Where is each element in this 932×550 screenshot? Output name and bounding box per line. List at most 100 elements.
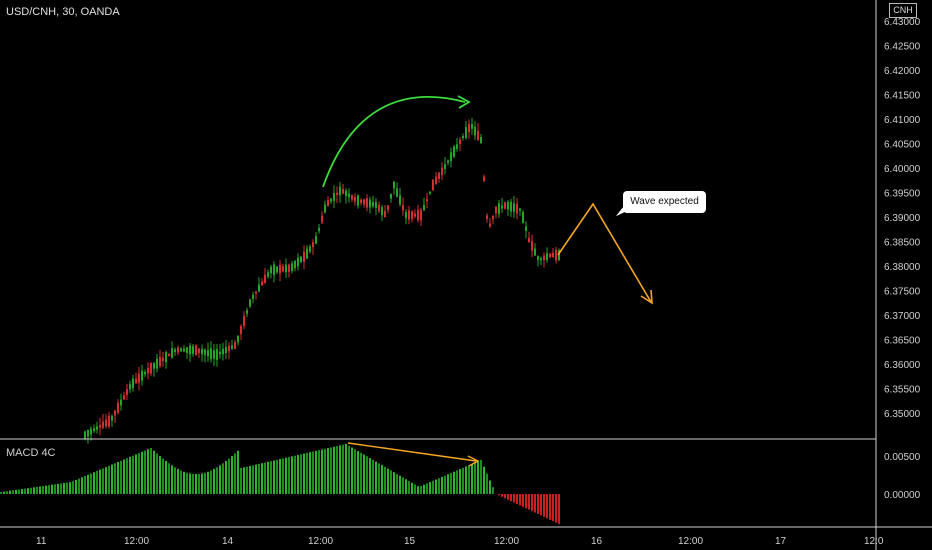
price-axis[interactable]: 6.43000 6.42500 6.42000 6.41500 6.41000 6.405…: [884, 17, 921, 420]
macd-bar: [342, 444, 344, 494]
macd-bar: [555, 494, 557, 523]
macd-divergence-line[interactable]: [347, 442, 477, 462]
candle-body: [483, 176, 485, 181]
time-tick-label: 16: [591, 536, 603, 547]
macd-bar: [15, 489, 17, 494]
macd-bar: [240, 468, 242, 494]
macd-bar: [135, 454, 137, 494]
macd-bar: [261, 463, 263, 494]
macd-bar: [39, 486, 41, 494]
candle-body: [279, 264, 281, 274]
macd-bar: [462, 467, 464, 494]
candle-body: [375, 202, 377, 208]
time-tick-label: 12:00: [494, 536, 519, 547]
macd-bar: [333, 446, 335, 494]
macd-bar: [231, 456, 233, 494]
candle-body: [318, 227, 320, 232]
green-arrowhead-icon: [457, 95, 471, 109]
time-tick-label: 11: [36, 536, 47, 547]
macd-bar: [459, 469, 461, 494]
macd-bar: [414, 484, 416, 494]
macd-bar: [168, 463, 170, 494]
candle-body: [243, 315, 245, 327]
candle-body: [462, 135, 464, 139]
macd-bar: [198, 473, 200, 494]
wave-projection-line[interactable]: [557, 202, 652, 303]
macd-bar: [306, 452, 308, 494]
macd-bar: [117, 462, 119, 494]
price-tick-label: 6.39000: [884, 213, 921, 224]
candle-body: [525, 226, 527, 232]
candle-body: [414, 213, 416, 217]
macd-bar: [483, 466, 485, 494]
candle-body: [126, 389, 128, 395]
candle-body: [150, 362, 152, 374]
macd-bar: [336, 446, 338, 494]
macd-bar: [387, 468, 389, 494]
candle-body: [489, 223, 491, 227]
candle-body: [363, 199, 365, 205]
candle-body: [291, 263, 293, 271]
macd-bar: [78, 478, 80, 494]
wave-callout[interactable]: Wave expected: [623, 191, 706, 213]
candle-body: [99, 425, 101, 428]
candle-body: [384, 210, 386, 218]
macd-bar: [219, 465, 221, 494]
macd-bar: [138, 453, 140, 494]
macd-bar: [390, 470, 392, 494]
candle-body: [465, 127, 467, 138]
macd-bar: [36, 486, 38, 494]
macd-bar: [357, 451, 359, 494]
macd-bar: [360, 452, 362, 494]
candle-body: [507, 201, 509, 210]
price-tick-label: 6.38000: [884, 262, 921, 273]
time-tick-label: 12:00: [124, 536, 149, 547]
candle-body: [498, 203, 500, 214]
macd-bar: [90, 473, 92, 494]
green-curve-arrow[interactable]: [322, 96, 466, 188]
macd-bar: [9, 490, 11, 494]
macd-bar: [228, 458, 230, 494]
macd-bar: [396, 473, 398, 494]
candle-body: [174, 349, 176, 352]
candle-body: [411, 211, 413, 219]
macd-bar: [81, 477, 83, 494]
time-axis[interactable]: 11 12:00 14 12:00 15 12:00 16 12:00 17 12:0: [36, 536, 884, 547]
candle-body: [441, 167, 443, 175]
candle-body: [123, 395, 125, 400]
macd-bar: [348, 445, 350, 494]
candle-body: [435, 176, 437, 184]
macd-bar: [123, 459, 125, 494]
macd-bar: [501, 494, 503, 497]
candle-body: [423, 204, 425, 211]
candle-body: [108, 415, 110, 427]
price-tick-label: 6.39500: [884, 189, 921, 200]
macd-bar: [426, 483, 428, 494]
macd-bar: [441, 476, 443, 494]
macd-tick-label: 0.00500: [884, 452, 921, 463]
macd-bar: [393, 472, 395, 494]
macd-bar: [45, 485, 47, 494]
candle-body: [228, 345, 230, 352]
macd-bar: [189, 473, 191, 494]
candle-body: [540, 258, 542, 261]
macd-bar: [498, 494, 500, 496]
macd-bar: [489, 480, 491, 494]
macd-bar: [516, 494, 518, 504]
macd-bar: [51, 484, 53, 494]
price-tick-label: 6.35500: [884, 385, 921, 396]
indicator-label[interactable]: MACD 4C: [6, 447, 56, 459]
macd-bar: [162, 458, 164, 494]
symbol-title[interactable]: USD/CNH, 30, OANDA: [6, 6, 120, 18]
candle-body: [210, 348, 212, 360]
candle-body: [201, 348, 203, 355]
candle-body: [138, 373, 140, 383]
candle-body: [162, 357, 164, 362]
candle-body: [399, 195, 401, 205]
candle-body: [471, 124, 473, 129]
macd-bar: [195, 474, 197, 494]
macd-bar: [300, 454, 302, 494]
candle-body: [207, 349, 209, 357]
macd-bar: [528, 494, 530, 510]
